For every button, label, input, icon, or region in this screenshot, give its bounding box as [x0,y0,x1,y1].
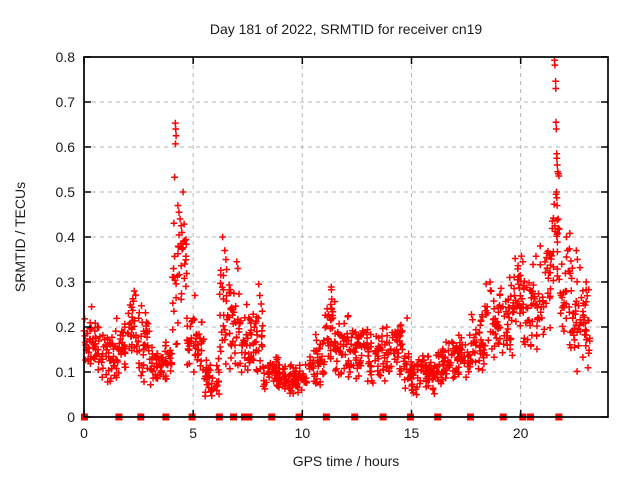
y-tick-label: 0.7 [56,94,76,110]
srmtid-scatter-path [80,56,594,400]
y-tick-label: 0.3 [56,274,76,290]
grid-path [84,57,608,417]
x-tick-label: 15 [404,425,420,441]
grid-lines [84,57,608,417]
y-tick-label: 0.5 [56,184,76,200]
axes [83,56,609,418]
y-tick-label: 0.6 [56,139,76,155]
data-points [80,56,594,421]
y-tick-label: 0.2 [56,319,76,335]
y-tick-label: 0.8 [56,49,76,65]
plot-title: Day 181 of 2022, SRMTID for receiver cn1… [210,21,483,37]
x-tick-label: 0 [80,425,88,441]
tick-labels: 0 0.1 0.2 0.3 0.4 0.5 0.6 0.7 0.8 0 5 10 15 20 [56,49,529,441]
y-tick-label: 0 [67,409,75,425]
y-tick-label: 0.1 [56,364,76,380]
x-tick-label: 5 [189,425,197,441]
y-tick-label: 0.4 [56,229,76,245]
x-axis-label: GPS time / hours [293,453,400,469]
x-tick-label: 10 [295,425,311,441]
x-tick-label: 20 [513,425,529,441]
y-axis-label: SRMTID / TECUs [12,182,28,292]
tick-marks [83,56,608,418]
